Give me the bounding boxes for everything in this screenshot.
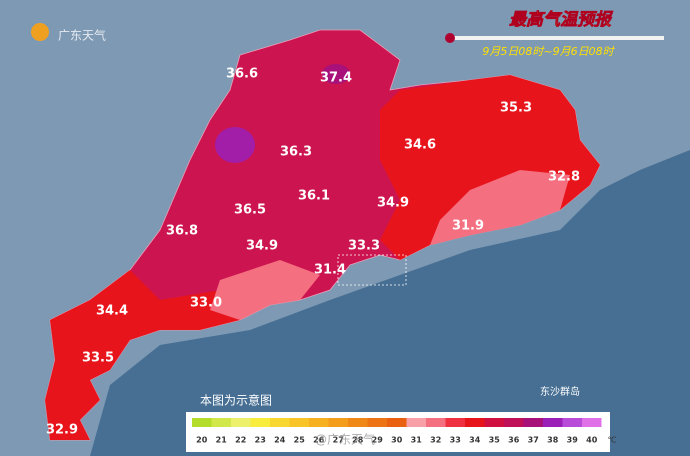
legend-swatch — [348, 418, 368, 427]
legend-value: 25 — [294, 436, 306, 445]
legend-value: 20 — [196, 436, 208, 445]
temp-label: 31.9 — [452, 219, 484, 234]
legend-value: 31 — [411, 436, 423, 445]
temp-label: 34.9 — [246, 239, 278, 254]
legend-swatch — [250, 418, 270, 427]
temp-label: 34.9 — [377, 196, 409, 211]
hk-macau-box — [337, 254, 407, 286]
note: 本图为示意图 — [200, 393, 272, 408]
temp-label: 34.4 — [96, 304, 128, 319]
temp-label: 33.5 — [82, 351, 114, 366]
legend-swatch — [231, 418, 251, 427]
region-32 — [430, 170, 570, 245]
legend-swatch — [543, 418, 563, 427]
legend-swatch — [387, 418, 407, 427]
legend-swatch — [426, 418, 446, 427]
temp-label: 31.4 — [314, 263, 346, 278]
legend-value: 21 — [216, 436, 228, 445]
title: 最高气温预报 — [509, 10, 614, 30]
legend-value: 37 — [528, 436, 539, 445]
temp-label: 33.3 — [348, 239, 380, 254]
legend-value: 29 — [372, 436, 384, 445]
legend-value: 40 — [586, 436, 598, 445]
legend-value: 33 — [450, 436, 461, 445]
legend-value: 30 — [391, 436, 403, 445]
legend-swatch — [211, 418, 231, 427]
legend-swatch — [406, 418, 426, 427]
temp-label: 32.9 — [46, 423, 78, 438]
legend-swatch — [367, 418, 387, 427]
temp-label: 36.5 — [234, 203, 266, 218]
legend-swatch — [504, 418, 524, 427]
temp-label: 34.6 — [404, 138, 436, 153]
temp-label: 37.4 — [320, 71, 352, 86]
legend-value: 28 — [352, 436, 364, 445]
region-32 — [210, 260, 320, 320]
temp-label: 36.6 — [226, 67, 258, 82]
logo-sun — [31, 23, 49, 41]
legend-value: 34 — [469, 436, 481, 445]
legend-swatch — [328, 418, 348, 427]
temp-label: 36.3 — [280, 145, 312, 160]
logo-text: 广东天气 — [58, 28, 106, 43]
legend-value: 38 — [547, 436, 559, 445]
labels: 36.6 37.4 35.3 34.6 36.3 32.8 36.1 36.5 34.9 31.9… — [46, 67, 580, 438]
period: 9月5日08时~9月6日08时 — [482, 45, 615, 58]
region-34 — [45, 270, 240, 440]
legend-value: 36 — [508, 436, 520, 445]
legend: 20 21 22 23 24 25 26 27 28 29 30 31 32 33 34 35 36 37 38 39… — [192, 418, 617, 445]
legend-unit: ℃ — [608, 436, 617, 445]
legend-value: 32 — [430, 436, 441, 445]
temp-label: 36.8 — [166, 224, 198, 239]
legend-swatch — [484, 418, 504, 427]
legend-swatch — [289, 418, 309, 427]
legend-swatch — [192, 418, 212, 427]
legend-swatch — [309, 418, 329, 427]
temp-label: 33.0 — [190, 296, 222, 311]
temp-label: 32.8 — [548, 170, 580, 185]
legend-swatch — [270, 418, 290, 427]
legend-value: 35 — [489, 436, 501, 445]
legend-value: 26 — [313, 436, 325, 445]
watermark: @广东天气 — [315, 432, 375, 447]
legend-value: 27 — [333, 436, 344, 445]
legend-value: 22 — [235, 436, 246, 445]
temp-label: 35.3 — [500, 101, 532, 116]
legend-swatch — [445, 418, 465, 427]
region-37 — [322, 64, 350, 84]
region-38 — [215, 127, 255, 163]
legend-swatch — [465, 418, 485, 427]
legend-swatch — [562, 418, 582, 427]
legend-value: 23 — [255, 436, 266, 445]
legend-swatch — [582, 418, 602, 427]
legend-swatch — [523, 418, 543, 427]
island-label: 东沙群岛 — [540, 385, 580, 398]
legend-value: 39 — [567, 436, 579, 445]
title-dot — [445, 33, 455, 43]
legend-value: 24 — [274, 436, 286, 445]
temp-label: 36.1 — [298, 189, 330, 204]
